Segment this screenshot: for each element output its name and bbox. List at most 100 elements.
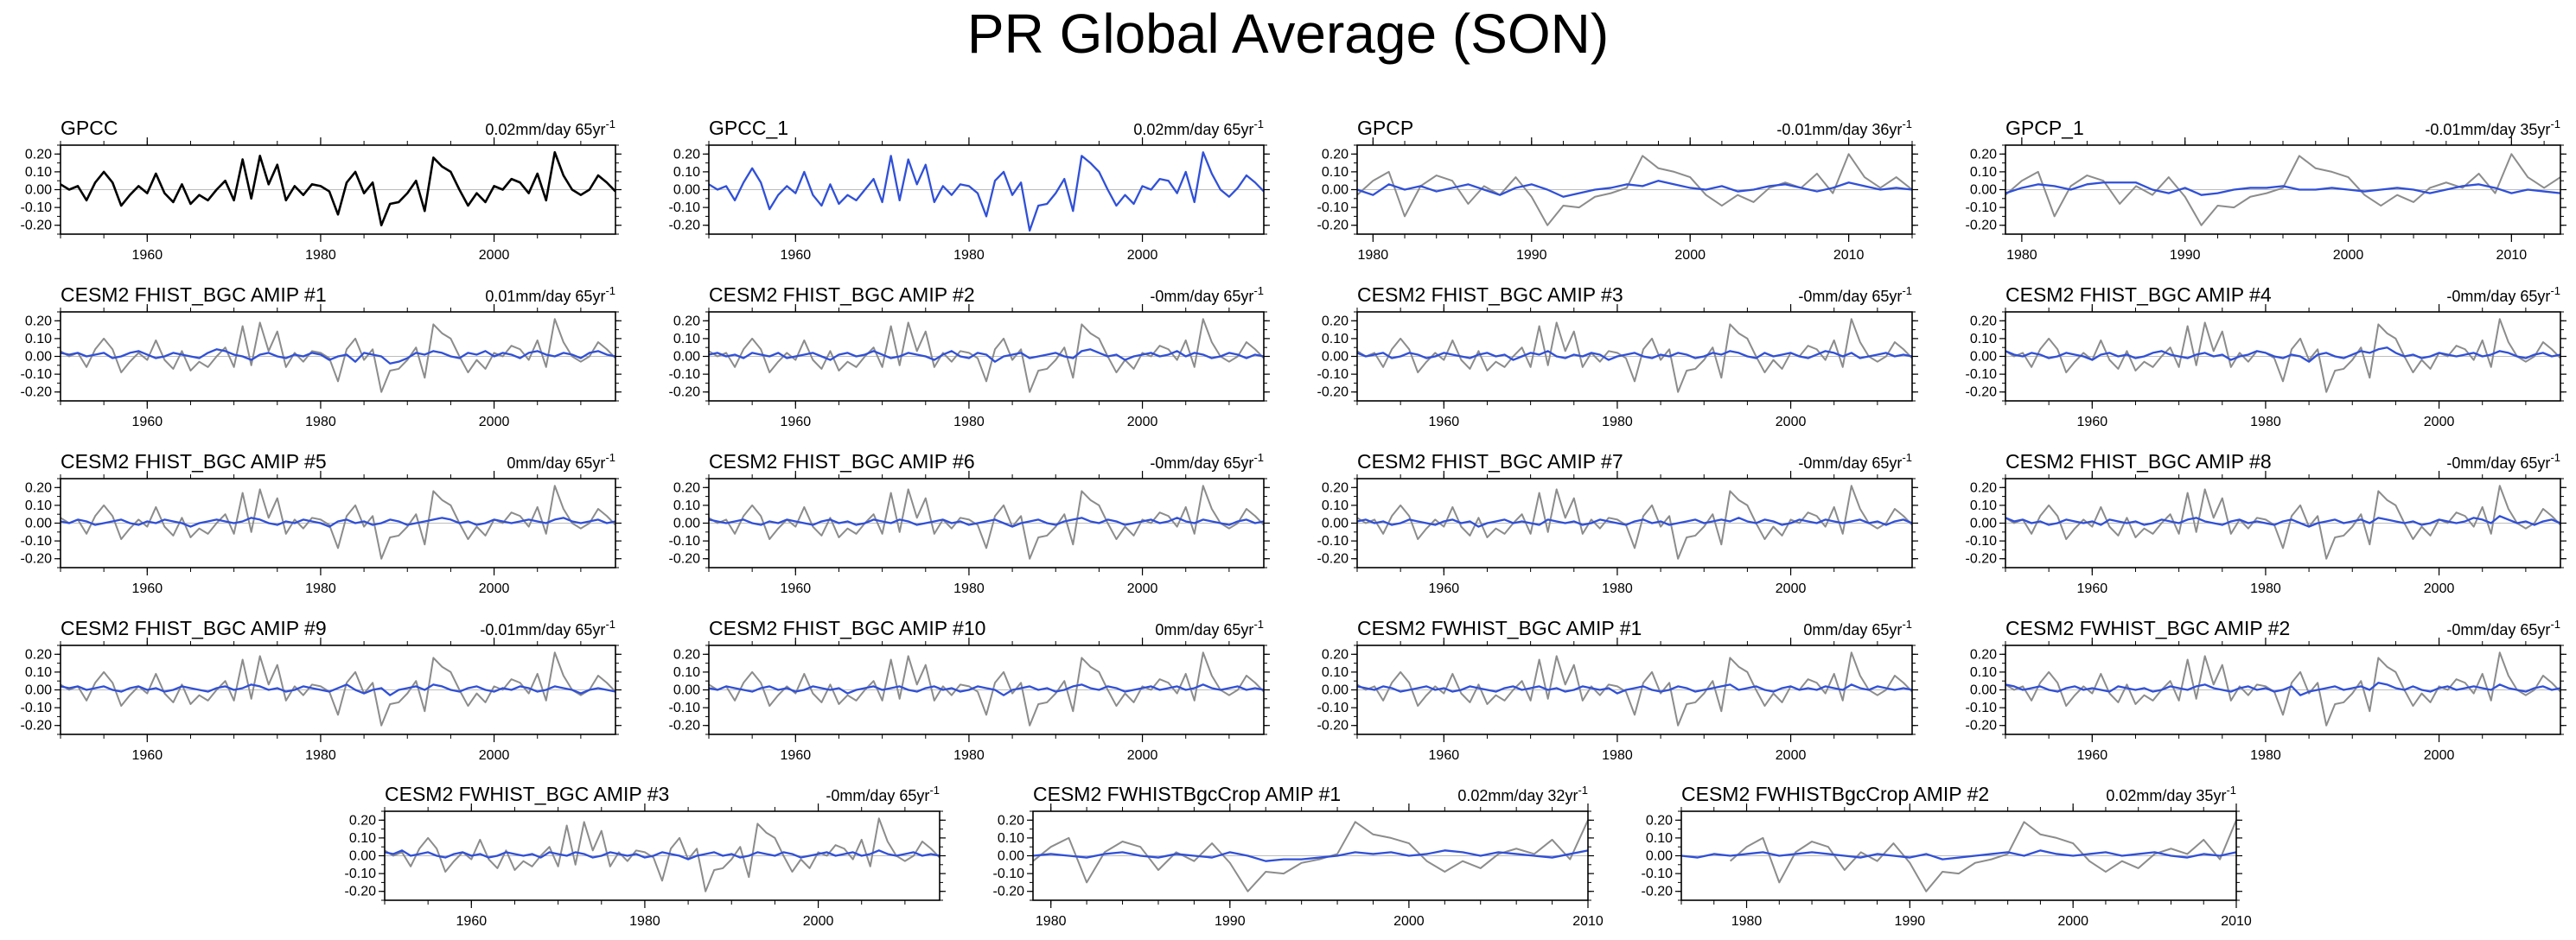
plot-frame [60, 311, 616, 402]
trend-exponent: -1 [605, 451, 615, 464]
x-tick-label: 1980 [953, 248, 985, 263]
panel-title: CESM2 FHIST_BGC AMIP #9 [61, 617, 327, 639]
x-tick-label: 1960 [2077, 581, 2108, 596]
y-tick-label: -0.10 [21, 701, 53, 715]
y-tick-label: -0.20 [1966, 552, 1998, 567]
panel-title: CESM2 FHIST_BGC AMIP #2 [709, 283, 975, 306]
trend-label: 0mm/day 65yr-1 [1155, 618, 1264, 638]
trend-exponent: -1 [1902, 118, 1912, 130]
reference-series-line [1032, 819, 1589, 892]
x-tick-label: 2010 [2221, 914, 2252, 929]
y-tick-label: -0.10 [1317, 701, 1349, 715]
y-tick-label: -0.10 [1317, 200, 1349, 215]
x-tick-label: 2000 [2333, 248, 2364, 263]
plot-frame [1356, 144, 1913, 235]
y-tick-label: -0.20 [345, 885, 377, 899]
y-tick-label: -0.20 [1642, 885, 1674, 899]
y-tick-label: 0.20 [25, 314, 52, 328]
series-line [708, 517, 1265, 528]
trend-label: 0.01mm/day 65yr-1 [485, 284, 615, 305]
trend-label: -0.01mm/day 36yr-1 [1776, 118, 1912, 138]
panel-title: CESM2 FHIST_BGC AMIP #5 [61, 450, 327, 473]
y-tick-label: -0.10 [345, 867, 377, 881]
y-tick-label: -0.10 [21, 534, 53, 549]
y-tick-label: 0.00 [673, 683, 700, 698]
figure-title: PR Global Average (SON) [966, 3, 1610, 65]
plot-frame [60, 645, 616, 735]
x-tick-label: 2000 [479, 748, 510, 763]
y-tick-label: -0.10 [21, 200, 53, 215]
y-tick-label: -0.20 [1317, 719, 1349, 734]
x-tick-label: 1960 [1429, 415, 1460, 429]
y-tick-label: 0.00 [673, 517, 700, 531]
y-tick-label: 0.10 [349, 831, 376, 846]
y-tick-label: 0.20 [673, 480, 700, 495]
y-tick-label: 0.10 [673, 332, 700, 346]
panel-title: CESM2 FHIST_BGC AMIP #3 [1357, 283, 1623, 306]
x-tick-label: 1960 [2077, 415, 2108, 429]
series-line [1032, 849, 1589, 862]
y-tick-label: -0.20 [669, 719, 701, 734]
y-tick-label: 0.00 [25, 183, 52, 198]
x-tick-label: 1960 [781, 581, 812, 596]
plot-frame [384, 810, 940, 901]
y-tick-label: 0.20 [1970, 314, 1997, 328]
trend-exponent: -1 [1253, 118, 1264, 130]
trend-label: -0mm/day 65yr-1 [826, 784, 940, 804]
x-tick-label: 1990 [2170, 248, 2201, 263]
trend-label: -0mm/day 65yr-1 [1798, 284, 1912, 305]
panel-11: CESM2 FHIST_BGC AMIP #8 -0mm/day 65yr-1 0.… [1966, 450, 2566, 596]
plot-frame [2005, 311, 2561, 402]
panel-3: GPCP_1 -0.01mm/day 35yr-1 0.20 0.10 0.00 -0.1… [1966, 117, 2566, 263]
y-tick-label: 0.10 [673, 165, 700, 180]
x-tick-label: 1960 [132, 748, 163, 763]
plot-frame [708, 311, 1265, 402]
y-tick-label: -0.20 [1966, 385, 1998, 400]
trend-exponent: -1 [605, 284, 615, 297]
x-tick-label: 1980 [1602, 748, 1633, 763]
series-line [60, 683, 616, 696]
y-tick-label: 0.00 [1646, 849, 1673, 864]
x-tick-label: 2000 [1674, 248, 1706, 263]
trend-exponent: -1 [1902, 284, 1912, 297]
x-tick-label: 1990 [1516, 248, 1547, 263]
y-tick-label: -0.20 [993, 885, 1025, 899]
trend-exponent: -1 [2550, 451, 2560, 464]
y-tick-label: 0.20 [673, 647, 700, 662]
panel-7: CESM2 FHIST_BGC AMIP #4 -0mm/day 65yr-1 0.… [1966, 283, 2566, 429]
trend-label: -0.01mm/day 65yr-1 [480, 618, 615, 638]
y-tick-label: 0.00 [25, 350, 52, 365]
x-tick-label: 1980 [1731, 914, 1763, 929]
reference-series-line [1356, 318, 1913, 393]
reference-series-line [60, 485, 616, 560]
plot-frame [1356, 645, 1913, 735]
y-tick-label: 0.20 [25, 147, 52, 162]
trend-exponent: -1 [1902, 618, 1912, 631]
trend-label: -0mm/day 65yr-1 [2446, 618, 2560, 638]
y-tick-label: 0.10 [673, 499, 700, 513]
trend-label: -0mm/day 65yr-1 [2446, 284, 2560, 305]
x-tick-label: 1980 [2250, 581, 2281, 596]
series-line [60, 517, 616, 528]
trend-label: 0.02mm/day 32yr-1 [1457, 784, 1588, 804]
trend-label: 0.02mm/day 65yr-1 [485, 118, 615, 138]
trend-label: 0mm/day 65yr-1 [1803, 618, 1912, 638]
y-tick-label: 0.20 [1970, 147, 1997, 162]
y-tick-label: 0.00 [25, 517, 52, 531]
y-tick-label: 0.20 [673, 147, 700, 162]
y-tick-label: 0.00 [1970, 183, 1997, 198]
trend-exponent: -1 [605, 118, 615, 130]
x-tick-label: 2010 [1572, 914, 1604, 929]
series-line [1356, 350, 1913, 361]
x-tick-label: 2000 [1127, 415, 1158, 429]
y-tick-label: 0.00 [1322, 517, 1349, 531]
y-tick-label: 0.20 [349, 813, 376, 828]
x-tick-label: 1980 [305, 748, 336, 763]
y-tick-label: -0.10 [1966, 534, 1998, 549]
y-tick-label: 0.10 [1322, 665, 1349, 680]
x-tick-label: 1960 [2077, 748, 2108, 763]
y-tick-label: 0.00 [25, 683, 52, 698]
series-line [60, 150, 616, 227]
y-tick-label: 0.10 [1970, 665, 1997, 680]
x-tick-label: 2000 [1393, 914, 1425, 929]
